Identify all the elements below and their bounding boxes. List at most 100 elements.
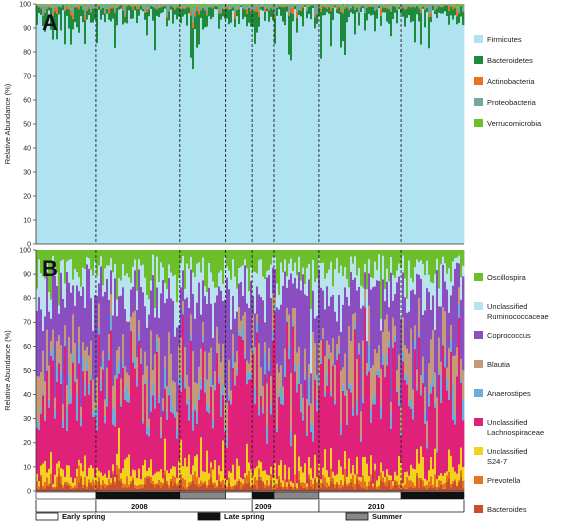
bar-segment-bacteroides: [380, 480, 383, 491]
bar-segment-blautia: [408, 353, 411, 403]
bar-segment-anaerostipes: [294, 364, 297, 372]
bar-segment-blautia: [344, 353, 347, 390]
bar-segment-unclassified-ruminococcaceae: [190, 257, 193, 270]
bar-segment-unclassified-ruminococcaceae: [116, 299, 119, 317]
bar-segment-oscillospira: [388, 250, 391, 282]
bar-segment-actinobacteria: [264, 9, 267, 12]
bar-segment-unclassified-ruminococcaceae: [90, 269, 93, 299]
bar-segment-unclassified-ruminococcaceae: [48, 291, 51, 312]
bar-segment-unclassified-s24-7: [382, 471, 385, 478]
bar-segment-proteobacteria: [154, 4, 157, 8]
bar-segment-unclassified-s24-7: [106, 477, 109, 486]
bar-segment-unclassified-s24-7: [406, 471, 409, 477]
bar-segment-unclassified-s24-7: [296, 483, 299, 488]
bar-segment-oscillospira: [184, 250, 187, 289]
bar-segment-unclassified-s24-7: [308, 457, 311, 475]
bar-segment-bacteroides: [418, 487, 421, 491]
bar-segment-prevotella: [84, 476, 87, 485]
bar-segment-unclassified-lachnospiraceae: [192, 430, 195, 466]
bar-segment-unclassified-ruminococcaceae: [360, 285, 363, 309]
bar-segment-anaerostipes: [78, 344, 81, 364]
bar-segment-prevotella: [382, 477, 385, 482]
bar-segment-unclassified-ruminococcaceae: [108, 265, 111, 300]
bar-segment-unclassified-s24-7: [154, 473, 157, 484]
bar-segment-actinobacteria: [292, 7, 295, 14]
bar-segment-prevotella: [430, 476, 433, 487]
bar-segment-firmicutes: [196, 47, 199, 244]
bar-segment-prevotella: [230, 486, 233, 489]
bar-segment-coprococcus: [196, 302, 199, 384]
bar-segment-actinobacteria: [332, 6, 335, 8]
bar-segment-bacteroides: [404, 488, 407, 491]
bar-segment-unclassified-ruminococcaceae: [174, 274, 177, 337]
bar-segment-unclassified-s24-7: [316, 477, 319, 483]
bar-segment-unclassified-lachnospiraceae: [308, 405, 311, 458]
bar-segment-bacteroidetes: [50, 7, 53, 30]
bar-segment-proteobacteria: [254, 5, 257, 10]
bar-segment-firmicutes: [46, 24, 49, 244]
bar-segment-blautia: [424, 386, 427, 412]
bar-segment-firmicutes: [178, 16, 181, 244]
bar-segment-proteobacteria: [232, 4, 235, 8]
bar-segment-bacteroidetes: [56, 13, 59, 40]
legend-label: Anaerostipes: [487, 389, 531, 398]
bar-segment-unclassified-ruminococcaceae: [166, 289, 169, 299]
bar-segment-unclassified-s24-7: [328, 476, 331, 486]
bar-segment-bacteroides: [254, 484, 257, 491]
bar-segment-bacteroides: [416, 475, 419, 491]
bar-segment-unclassified-lachnospiraceae: [200, 389, 203, 438]
bar-segment-unclassified-s24-7: [456, 473, 459, 486]
bar-segment-unclassified-ruminococcaceae: [122, 263, 125, 288]
bar-segment-unclassified-s24-7: [60, 468, 63, 477]
bar-segment-unclassified-ruminococcaceae: [304, 284, 307, 295]
bar-segment-unclassified-ruminococcaceae: [128, 277, 131, 322]
bar-segment-bacteroides: [320, 487, 323, 491]
bar-segment-blautia: [296, 352, 299, 384]
bar-segment-bacteroides: [82, 487, 85, 491]
bar-segment-blautia: [144, 351, 147, 380]
bar-segment-unclassified-s24-7: [130, 476, 133, 482]
bar-segment-actinobacteria: [456, 10, 459, 17]
bar-segment-firmicutes: [80, 16, 83, 245]
bar-segment-bacteroides: [228, 482, 231, 491]
bar-segment-coprococcus: [106, 278, 109, 368]
bar-segment-bacteroides: [152, 484, 155, 491]
bar-segment-bacteroides: [368, 485, 371, 491]
bar-segment-proteobacteria: [64, 4, 67, 10]
bar-segment-unclassified-lachnospiraceae: [124, 399, 127, 460]
bar-segment-coprococcus: [208, 287, 211, 353]
bar-segment-blautia: [250, 348, 253, 373]
bar-segment-coprococcus: [462, 276, 465, 371]
bar-segment-unclassified-lachnospiraceae: [250, 378, 253, 470]
bar-segment-prevotella: [228, 477, 231, 483]
bar-segment-bacteroides: [304, 487, 307, 491]
bar-segment-unclassified-ruminococcaceae: [332, 286, 335, 295]
bar-segment-anaerostipes: [442, 343, 445, 346]
bar-segment-actinobacteria: [228, 8, 231, 10]
bar-segment-unclassified-s24-7: [348, 458, 351, 483]
bar-segment-unclassified-ruminococcaceae: [348, 287, 351, 306]
bar-segment-unclassified-lachnospiraceae: [190, 340, 193, 475]
bar-segment-actinobacteria: [108, 8, 111, 14]
bar-segment-unclassified-lachnospiraceae: [408, 406, 411, 476]
panel-letter: B: [42, 256, 58, 281]
bar-segment-firmicutes: [274, 43, 277, 244]
bar-segment-verrucomicrobia: [86, 4, 89, 5]
bar-segment-unclassified-s24-7: [144, 459, 147, 478]
bar-segment-unclassified-lachnospiraceae: [102, 369, 105, 476]
bar-segment-prevotella: [376, 486, 379, 489]
bar-segment-oscillospira: [78, 250, 81, 278]
bar-segment-bacteroides: [166, 483, 169, 491]
bar-segment-bacteroidetes: [408, 7, 411, 16]
bar-segment-coprococcus: [396, 282, 399, 371]
bar-segment-proteobacteria: [172, 5, 175, 7]
bar-segment-proteobacteria: [274, 5, 277, 15]
bar-segment-bacteroides: [116, 474, 119, 491]
bar-segment-unclassified-ruminococcaceae: [212, 281, 215, 338]
bar-segment-unclassified-s24-7: [156, 471, 159, 484]
bar-segment-bacteroidetes: [458, 13, 461, 23]
bar-segment-actinobacteria: [172, 6, 175, 8]
bar-segment-unclassified-ruminococcaceae: [224, 256, 227, 300]
bar-segment-unclassified-ruminococcaceae: [138, 259, 141, 270]
y-tick-label: 10: [23, 464, 31, 471]
